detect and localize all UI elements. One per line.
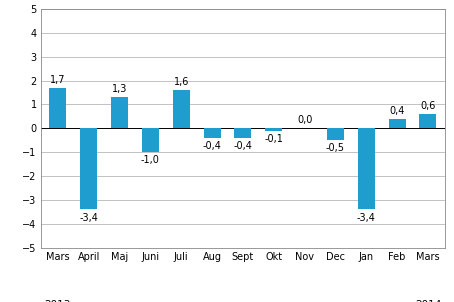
Bar (327, 128, 344, 140)
Bar (173, 90, 190, 128)
Text: -3,4: -3,4 (357, 213, 376, 223)
Text: 0,0: 0,0 (297, 115, 312, 125)
Bar (265, 128, 282, 131)
Text: 1,6: 1,6 (173, 77, 189, 87)
Bar (419, 114, 436, 128)
Text: 0,4: 0,4 (390, 106, 405, 116)
Text: 0,6: 0,6 (420, 101, 436, 111)
Text: -0,4: -0,4 (202, 141, 222, 151)
Text: 2013: 2013 (44, 300, 71, 302)
Text: -0,5: -0,5 (326, 143, 345, 153)
Bar (80, 128, 97, 210)
Text: 1,3: 1,3 (112, 84, 127, 94)
Bar (111, 97, 128, 128)
Bar (389, 119, 405, 128)
Bar (49, 88, 66, 128)
Bar (234, 128, 252, 138)
Text: -1,0: -1,0 (141, 155, 160, 165)
Text: -0,1: -0,1 (264, 134, 283, 144)
Text: 1,7: 1,7 (50, 75, 65, 85)
Text: 2014: 2014 (415, 300, 441, 302)
Bar (358, 128, 375, 210)
Bar (142, 128, 159, 152)
Bar (203, 128, 221, 138)
Text: -0,4: -0,4 (233, 141, 252, 151)
Text: -3,4: -3,4 (79, 213, 98, 223)
